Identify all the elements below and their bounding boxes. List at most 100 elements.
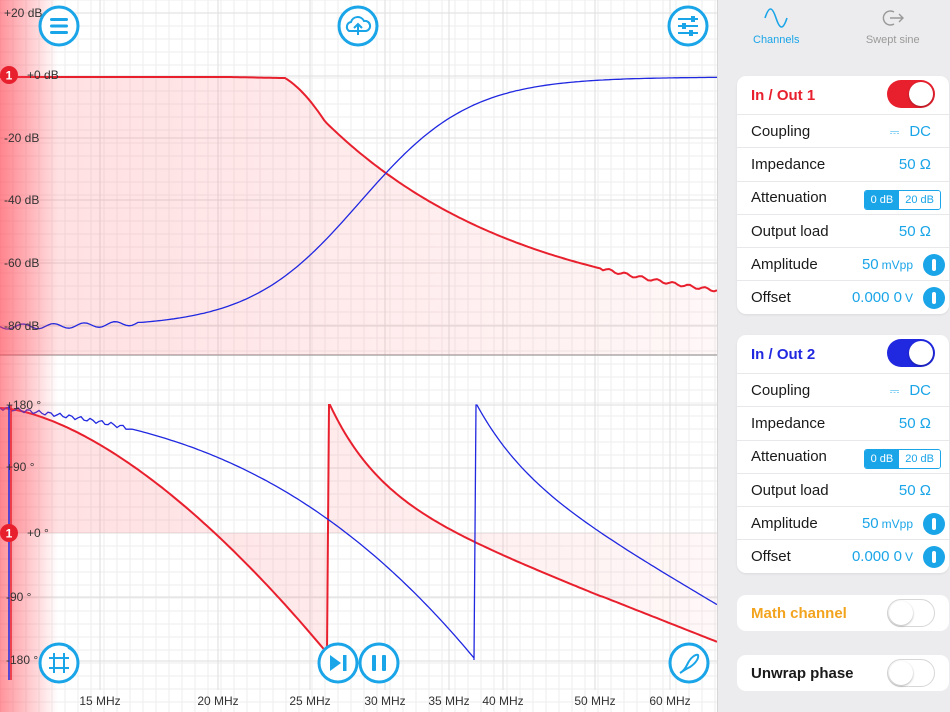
attenuation-selector[interactable]: 0 dB 20 dB (863, 189, 941, 210)
impedance-label: Impedance (751, 414, 826, 432)
ch1-marker-label: 1 (6, 69, 13, 83)
sliders-icon (667, 5, 709, 47)
math-channel-row[interactable]: Math channel (737, 595, 949, 631)
frequency-tick-label: 35 MHz (428, 694, 469, 708)
settings-sliders-button[interactable] (667, 5, 709, 47)
frequency-tick-label: 20 MHz (197, 694, 238, 708)
cloud-upload-button[interactable] (337, 5, 379, 47)
phase-tick-label: +180 ° (6, 398, 41, 412)
dc-symbol-icon: ⎓ (889, 383, 900, 398)
ch1-phase-area (0, 405, 717, 653)
phase-tick-label: +90 ° (6, 460, 35, 474)
attenuation-label: Attenuation (751, 189, 827, 207)
output-load-value[interactable]: 50 Ω (898, 481, 931, 499)
ch1-magnitude-trace (0, 76, 717, 293)
ch1-offset-marker (0, 66, 18, 84)
ch2-phase-trace (0, 404, 717, 661)
frequency-tick-label: 50 MHz (574, 694, 615, 708)
coupling-value[interactable]: ⎓ DC (889, 381, 931, 399)
attenuation-option-0db[interactable]: 0 dB (864, 190, 900, 209)
cloud-upload-icon (337, 5, 379, 47)
magnitude-tick-label: -20 dB (4, 131, 39, 145)
channel-1-toggle[interactable] (887, 80, 935, 108)
amplitude-value[interactable]: 50 mVpp (861, 514, 913, 532)
channel-2-amplitude-row[interactable]: Amplitude 50 mVpp (737, 506, 949, 539)
attenuation-option-0db[interactable]: 0 dB (864, 449, 900, 468)
output-load-label: Output load (751, 222, 829, 240)
hamburger-icon (38, 5, 80, 47)
phase-tick-label: -180 ° (6, 653, 38, 667)
channel-1-coupling-row[interactable]: Coupling ⎓ DC (737, 114, 949, 147)
unwrap-phase-toggle[interactable] (887, 659, 935, 687)
channel-2-output-load-row[interactable]: Output load 50 Ω (737, 472, 949, 506)
probe-button[interactable] (668, 642, 710, 684)
grid-toggle-button[interactable] (38, 642, 80, 684)
attenuation-option-20db[interactable]: 20 dB (899, 449, 940, 468)
sine-wave-icon (764, 8, 789, 28)
ch1-magnitude-area (0, 77, 717, 355)
channel-2-card: In / Out 2 Coupling ⎓ DC Impedance 50 Ω A… (737, 335, 949, 573)
bode-plot[interactable]: +20 dB +0 dB -20 dB -40 dB -60 dB -80 dB +180 … (0, 0, 717, 712)
tab-bar: Channels Swept sine (718, 0, 950, 52)
impedance-value[interactable]: 50 Ω (898, 155, 931, 173)
magnitude-tick-label: +20 dB (4, 6, 42, 20)
grid-icon (38, 642, 80, 684)
tab-label: Channels (753, 34, 800, 46)
unwrap-phase-row[interactable]: Unwrap phase (737, 655, 949, 691)
tab-label: Swept sine (865, 34, 920, 46)
math-channel-toggle[interactable] (887, 599, 935, 627)
coupling-value[interactable]: ⎓ DC (889, 122, 931, 140)
frequency-tick-label: 15 MHz (79, 694, 120, 708)
attenuation-option-20db[interactable]: 20 dB (899, 190, 940, 209)
amplitude-value[interactable]: 50 mVpp (861, 255, 913, 273)
impedance-value[interactable]: 50 Ω (898, 414, 931, 432)
pause-icon (358, 642, 400, 684)
amplitude-label: Amplitude (751, 255, 818, 273)
amplitude-knob-icon[interactable] (923, 254, 945, 277)
unwrap-phase-label: Unwrap phase (751, 664, 854, 682)
pause-button[interactable] (358, 642, 400, 684)
play-step-icon (317, 642, 359, 684)
output-load-label: Output load (751, 481, 829, 499)
channel-1-amplitude-row[interactable]: Amplitude 50 mVpp (737, 247, 949, 280)
offset-label: Offset (751, 548, 791, 566)
output-load-value[interactable]: 50 Ω (898, 222, 931, 240)
single-run-button[interactable] (317, 642, 359, 684)
ch1-marker-label: 1 (6, 527, 13, 541)
bode-plot-canvas[interactable]: +20 dB +0 dB -20 dB -40 dB -60 dB -80 dB +180 … (0, 0, 717, 712)
tab-channels[interactable]: Channels (718, 0, 835, 52)
frequency-tick-label: 60 MHz (649, 694, 690, 708)
phase-tick-label: -90 ° (6, 590, 32, 604)
attenuation-selector[interactable]: 0 dB 20 dB (863, 448, 941, 469)
channel-2-toggle[interactable] (887, 339, 935, 367)
ch2-magnitude-trace (0, 76, 717, 330)
channel-2-title: In / Out 2 (751, 345, 816, 363)
channel-1-title: In / Out 1 (751, 86, 816, 104)
channel-1-attenuation-row: Attenuation 0 dB 20 dB (737, 180, 949, 214)
offset-knob-icon[interactable] (923, 546, 945, 569)
offset-label: Offset (751, 289, 791, 307)
frequency-tick-label: 25 MHz (289, 694, 330, 708)
tab-swept-sine[interactable]: Swept sine (835, 0, 950, 52)
channel-2-coupling-row[interactable]: Coupling ⎓ DC (737, 373, 949, 406)
frequency-tick-label: 30 MHz (364, 694, 405, 708)
offset-knob-icon[interactable] (923, 287, 945, 310)
channel-2-attenuation-row: Attenuation 0 dB 20 dB (737, 439, 949, 473)
channel-1-impedance-row[interactable]: Impedance 50 Ω (737, 147, 949, 180)
export-arrow-icon (882, 10, 904, 26)
magnitude-tick-label: -80 dB (4, 319, 39, 333)
menu-button[interactable] (38, 5, 80, 47)
dc-symbol-icon: ⎓ (889, 124, 900, 139)
channel-1-output-load-row[interactable]: Output load 50 Ω (737, 213, 949, 247)
channel-2-header: In / Out 2 (737, 335, 949, 373)
magnitude-tick-label: -40 dB (4, 193, 39, 207)
coupling-label: Coupling (751, 122, 811, 140)
channel-1-header: In / Out 1 (737, 76, 949, 114)
probe-icon (668, 642, 710, 684)
channel-2-impedance-row[interactable]: Impedance 50 Ω (737, 406, 949, 439)
amplitude-knob-icon[interactable] (923, 513, 945, 536)
